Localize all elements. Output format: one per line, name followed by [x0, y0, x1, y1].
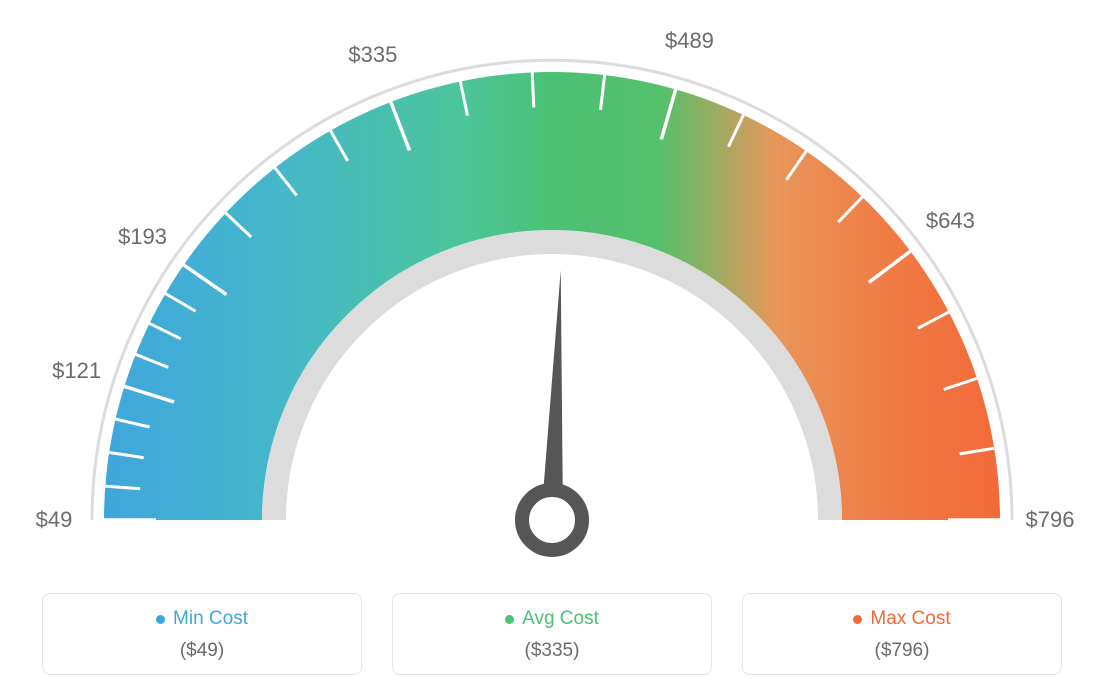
- legend-label-max: Max Cost: [870, 608, 950, 630]
- gauge-tick-label: $335: [348, 42, 397, 68]
- legend-label-avg: Avg Cost: [522, 608, 599, 630]
- gauge-tick-label: $489: [665, 28, 714, 54]
- legend-value-min: ($49): [53, 640, 351, 662]
- legend-value-max: ($796): [753, 640, 1051, 662]
- legend-title-avg: Avg Cost: [505, 608, 599, 630]
- gauge-tick-label: $796: [1026, 507, 1075, 533]
- cost-gauge: $49 $121 $193 $335 $489 $643 $796: [0, 0, 1104, 560]
- legend-card-min: Min Cost ($49): [42, 593, 362, 675]
- legend-card-max: Max Cost ($796): [742, 593, 1062, 675]
- legend-dot-max: [853, 615, 862, 624]
- legend-card-avg: Avg Cost ($335): [392, 593, 712, 675]
- legend-dot-avg: [505, 615, 514, 624]
- gauge-tick-label: $193: [118, 224, 167, 250]
- gauge-tick-label: $643: [926, 208, 975, 234]
- legend-title-max: Max Cost: [853, 608, 950, 630]
- legend-title-min: Min Cost: [156, 608, 248, 630]
- gauge-tick-label: $49: [36, 507, 73, 533]
- gauge-svg: [0, 10, 1104, 570]
- legend-value-avg: ($335): [403, 640, 701, 662]
- gauge-tick-label: $121: [52, 358, 101, 384]
- legend-dot-min: [156, 615, 165, 624]
- legend-label-min: Min Cost: [173, 608, 248, 630]
- legend-row: Min Cost ($49) Avg Cost ($335) Max Cost …: [0, 593, 1104, 675]
